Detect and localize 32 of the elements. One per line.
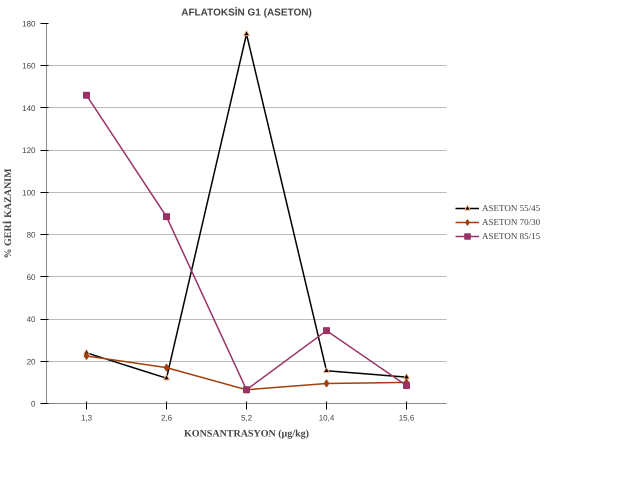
point: [403, 382, 410, 390]
legend-label: ASETON 85/15: [482, 231, 540, 241]
point: [243, 30, 250, 36]
x-axis-title: KONSANTRASYON (µg/kg): [184, 428, 309, 440]
y-tick-label: 140: [22, 104, 36, 113]
x-tick-label: 1,3: [80, 414, 93, 422]
point: [163, 374, 170, 380]
point: [83, 92, 90, 99]
point: [323, 366, 330, 374]
y-tick-label: 40: [26, 315, 36, 324]
x-tick-label: 10,4: [318, 414, 335, 422]
y-tick-label: 180: [22, 20, 36, 28]
y-tick-label: 160: [22, 62, 36, 71]
y-tick-label: 20: [26, 357, 36, 366]
x-tick-label: 5,2: [240, 414, 253, 422]
y-axis-title: % GERİ KAZANIM: [2, 168, 14, 258]
y-tick-label: 100: [22, 188, 36, 198]
x-tick-label: 15,6: [398, 414, 415, 422]
y-tick-label: 80: [26, 230, 36, 240]
point: [403, 373, 410, 380]
y-tick-label: 60: [26, 272, 36, 282]
point: [324, 379, 330, 388]
point: [84, 352, 90, 360]
point: [164, 364, 170, 372]
x-tick-label: 2,6: [160, 414, 173, 422]
legend-label: ASETON 70/30: [482, 217, 540, 227]
chart-title: AFLATOKSİN G1 (ASETON): [181, 6, 312, 18]
legend-label: ASETON 55/45: [482, 203, 540, 213]
y-tick-label: 120: [22, 146, 36, 156]
point: [163, 213, 170, 220]
point: [323, 327, 330, 334]
y-tick-label: 0: [31, 400, 36, 408]
